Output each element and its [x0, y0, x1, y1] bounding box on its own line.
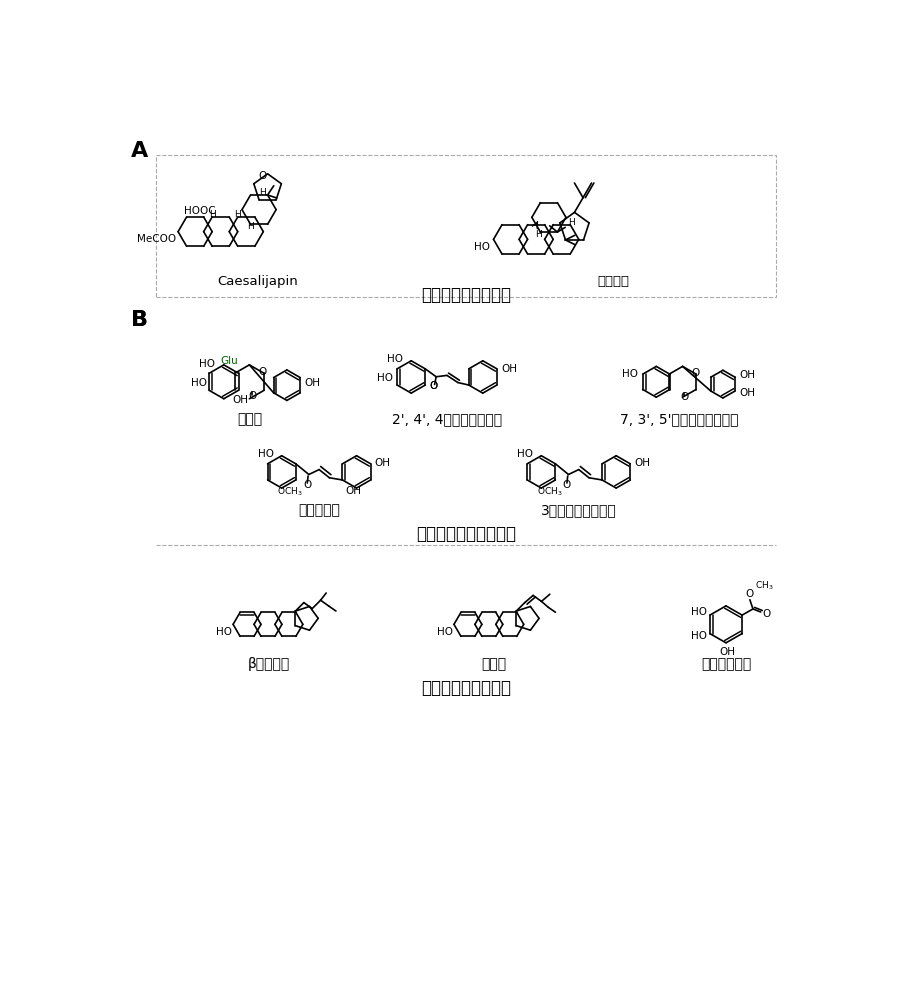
Text: OH: OH	[634, 458, 650, 468]
Text: β－谷甾醇: β－谷甾醇	[248, 657, 290, 671]
Text: HO: HO	[199, 359, 216, 369]
Text: O: O	[258, 171, 267, 181]
Text: OH: OH	[233, 395, 248, 405]
Text: Caesalijapin: Caesalijapin	[217, 275, 298, 288]
Text: O: O	[691, 368, 699, 378]
Text: HO: HO	[387, 354, 403, 364]
Text: O: O	[562, 480, 571, 490]
Text: HO: HO	[216, 627, 232, 637]
Text: A: A	[131, 141, 148, 161]
Text: HO: HO	[691, 631, 707, 641]
Text: O: O	[745, 589, 753, 599]
Text: 羽扇豆醇: 羽扇豆醇	[598, 275, 630, 288]
Text: H: H	[248, 222, 254, 231]
Text: OH: OH	[374, 458, 390, 468]
FancyBboxPatch shape	[157, 155, 776, 297]
Text: Glu: Glu	[220, 356, 238, 366]
Text: OH: OH	[304, 378, 320, 388]
Text: H: H	[208, 210, 216, 219]
Text: HOOC: HOOC	[184, 206, 216, 216]
Text: OCH$_3$: OCH$_3$	[277, 485, 303, 498]
Text: HO: HO	[473, 242, 490, 252]
Text: H: H	[259, 188, 266, 197]
Text: 苏木查耳酮: 苏木查耳酮	[298, 503, 340, 517]
Text: 牡荆素: 牡荆素	[237, 412, 262, 426]
Text: OH: OH	[720, 647, 735, 657]
Text: 云实中的其他化合物: 云实中的其他化合物	[421, 679, 511, 697]
Text: 云实中的黄酮类化合物: 云实中的黄酮类化合物	[417, 525, 516, 543]
Text: CH$_3$: CH$_3$	[755, 580, 774, 592]
Text: 云实中的萜类化合物: 云实中的萜类化合物	[421, 286, 511, 304]
Text: H: H	[535, 230, 542, 239]
Text: MeCOO: MeCOO	[137, 234, 177, 244]
Text: OCH$_3$: OCH$_3$	[537, 485, 562, 498]
Text: HO: HO	[622, 369, 639, 379]
Text: H: H	[235, 210, 241, 219]
Text: O: O	[430, 381, 438, 391]
Text: H: H	[569, 218, 575, 227]
Text: OH: OH	[739, 388, 755, 398]
Text: B: B	[131, 310, 147, 330]
Text: 豆甾醇: 豆甾醇	[481, 657, 506, 671]
Text: B: B	[131, 310, 147, 330]
Text: HO: HO	[437, 627, 452, 637]
Text: 3－去氧苏木查耳酮: 3－去氧苏木查耳酮	[541, 503, 617, 517]
Text: O: O	[680, 392, 688, 402]
Text: 没食子酸甲酯: 没食子酸甲酯	[701, 657, 751, 671]
Text: O: O	[303, 480, 311, 490]
Text: HO: HO	[191, 378, 207, 388]
Text: HO: HO	[691, 607, 707, 617]
Text: 2', 4', 4－三羟基查耳酮: 2', 4', 4－三羟基查耳酮	[392, 412, 502, 426]
Text: O: O	[430, 381, 438, 391]
Text: O: O	[248, 391, 257, 401]
Text: 7, 3', 5'－三羟基二氢黄酮: 7, 3', 5'－三羟基二氢黄酮	[621, 412, 739, 426]
Text: HO: HO	[517, 449, 533, 459]
Text: O: O	[258, 367, 267, 377]
Text: O: O	[763, 609, 771, 619]
Text: OH: OH	[345, 486, 361, 496]
Text: OH: OH	[501, 364, 518, 374]
Text: HO: HO	[258, 449, 274, 459]
Text: OH: OH	[739, 370, 755, 380]
Text: HO: HO	[377, 373, 392, 383]
